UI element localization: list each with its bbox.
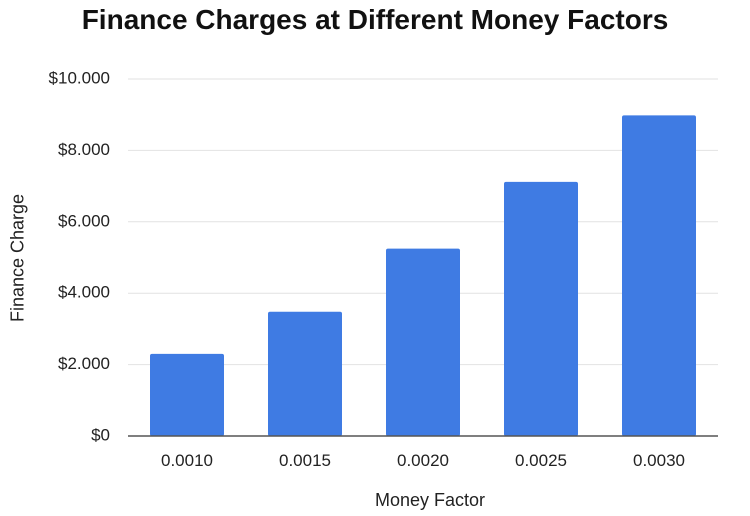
x-axis-label: Money Factor <box>374 490 486 510</box>
bar <box>504 181 578 436</box>
y-tick-label: $10.000 <box>49 68 110 87</box>
bar <box>622 115 696 436</box>
bars <box>150 115 696 436</box>
bar <box>268 311 342 436</box>
x-tick-label: 0.0025 <box>515 451 567 470</box>
x-tick-label: 0.0020 <box>397 451 449 470</box>
x-tick-label: 0.0015 <box>279 451 331 470</box>
chart-title: Finance Charges at Different Money Facto… <box>81 4 669 35</box>
y-tick-label: $6.000 <box>58 211 110 230</box>
bar <box>386 248 460 436</box>
bar <box>150 353 224 436</box>
y-tick-label: $0 <box>91 425 110 444</box>
y-tick-label: $4.000 <box>58 283 110 302</box>
x-tick-label: 0.0030 <box>633 451 685 470</box>
x-axis-ticks: 0.0010 0.0015 0.0020 0.0025 0.0030 <box>161 451 685 470</box>
y-tick-label: $8.000 <box>58 140 110 159</box>
y-axis-label: Finance Charge <box>7 193 28 323</box>
y-axis-ticks: $0 $2.000 $4.000 $6.000 $8.000 $10.000 <box>49 68 110 444</box>
y-tick-label: $2.000 <box>58 354 110 373</box>
x-tick-label: 0.0010 <box>161 451 213 470</box>
